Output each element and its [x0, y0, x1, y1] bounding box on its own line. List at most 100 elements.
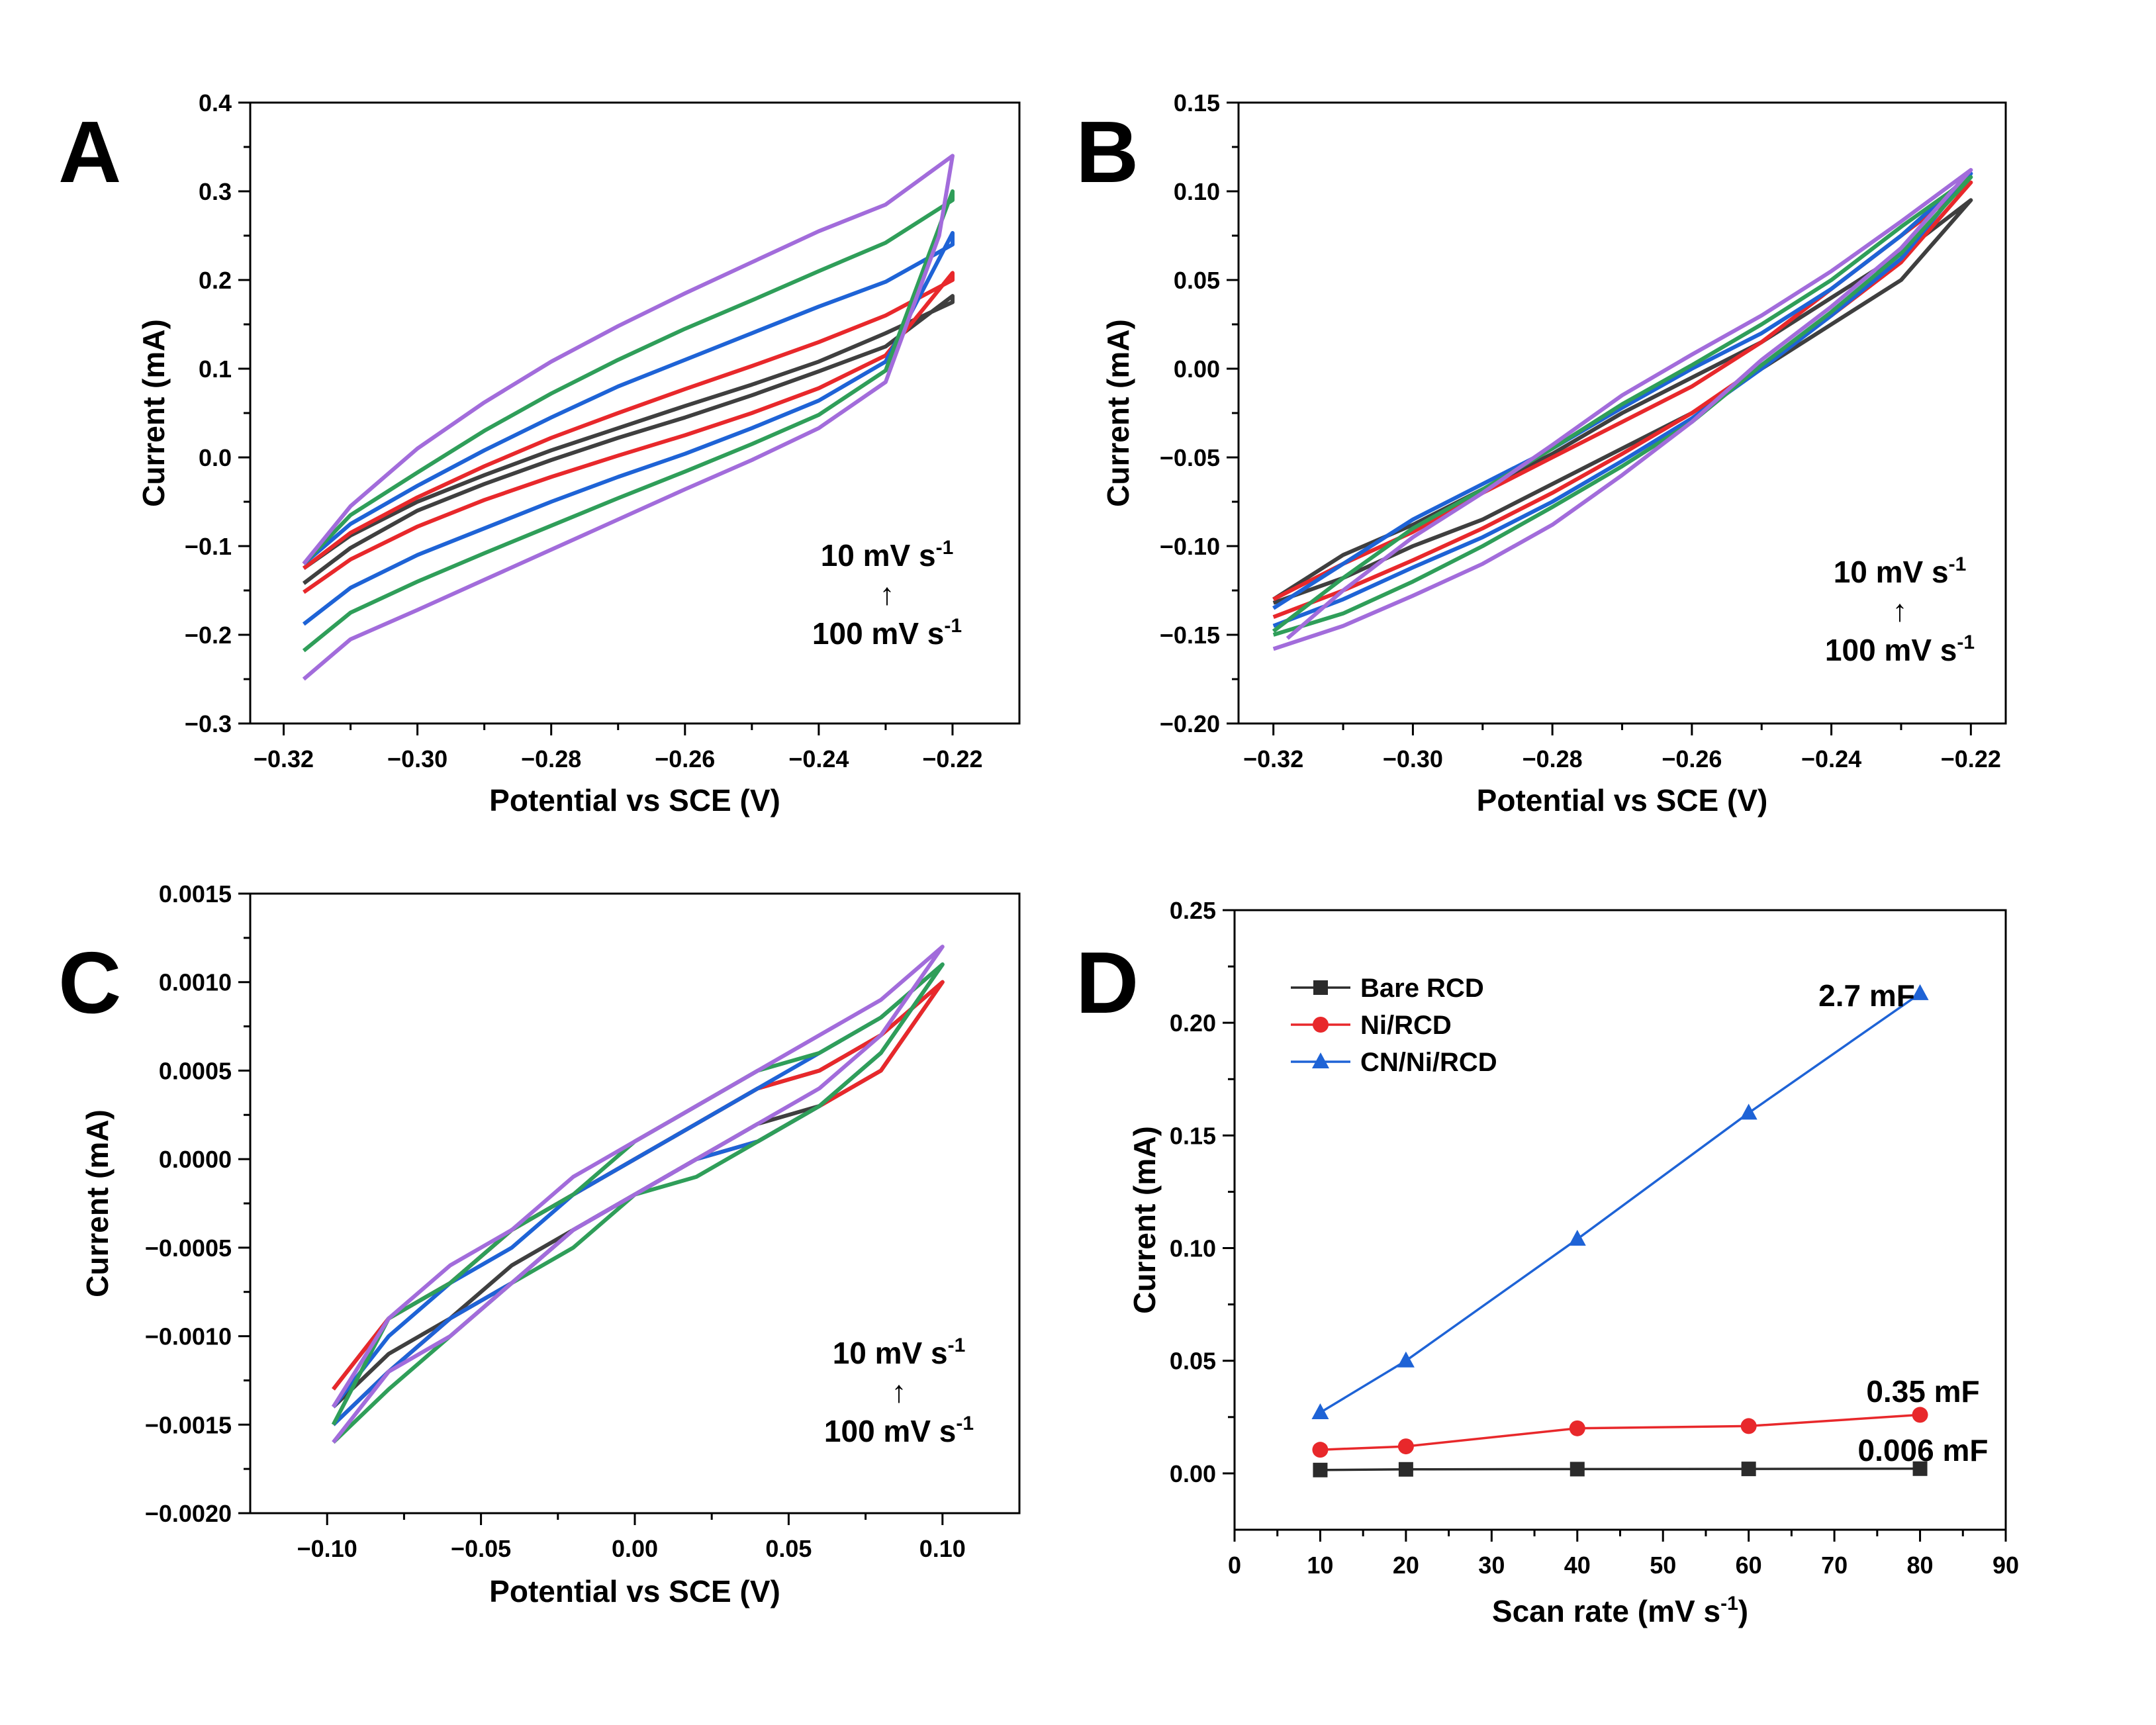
y-tick-label: −0.0020 — [145, 1500, 232, 1527]
y-tick-label: −0.20 — [1160, 710, 1220, 737]
legend-marker-circle — [1313, 1017, 1329, 1033]
legend-marker-triangle — [1312, 1052, 1329, 1068]
legend: Bare RCD Ni/RCD CN/Ni/RCD — [1291, 974, 1497, 1077]
x-tick-label: −0.32 — [1243, 745, 1303, 772]
x-axis-label: Potential vs SCE (V) — [489, 783, 780, 817]
x-tick-label: −0.24 — [788, 745, 849, 772]
annotation-top: 10 mV s-1 — [1834, 553, 1967, 589]
series-line — [302, 189, 955, 653]
x-tick-label: 0.00 — [612, 1535, 658, 1562]
data-point-triangle — [1397, 1351, 1415, 1368]
y-tick-label: 0.1 — [199, 355, 232, 383]
legend-label: Ni/RCD — [1360, 1011, 1452, 1040]
plot-area — [1272, 167, 1973, 651]
y-tick-label: 0.3 — [199, 178, 232, 205]
data-point-triangle — [1311, 1403, 1329, 1420]
x-tick-label: 10 — [1307, 1552, 1333, 1579]
x-tick-label: 40 — [1564, 1552, 1591, 1579]
x-tick-label: 0.10 — [919, 1535, 966, 1562]
x-axis-label: Potential vs SCE (V) — [1477, 783, 1768, 817]
annotation-bottom-main: 100 mV s — [812, 616, 944, 651]
y-tick-label: 0.2 — [199, 267, 232, 294]
y-axis-label: Current (mA) — [136, 319, 171, 507]
series-line — [302, 294, 955, 585]
data-point-square — [1912, 1461, 1928, 1476]
x-tick-label: −0.10 — [297, 1535, 357, 1562]
x-tick-label: 60 — [1736, 1552, 1762, 1579]
y-tick-label: 0.15 — [1170, 1122, 1216, 1149]
x-tick-label: 0 — [1228, 1552, 1241, 1579]
series-line — [302, 154, 955, 681]
capacitance-label: 0.35 mF — [1866, 1374, 1979, 1409]
data-point-circle — [1569, 1420, 1585, 1436]
x-tick-label: 90 — [1992, 1552, 2019, 1579]
legend-marker-square — [1313, 980, 1328, 995]
data-point-circle — [1740, 1418, 1757, 1434]
y-tick-label: 0.05 — [1174, 267, 1220, 294]
data-point-square — [1398, 1462, 1413, 1477]
plot-area — [331, 945, 945, 1444]
annotation-arrow: ↑ — [1893, 593, 1908, 628]
x-tick-label: −0.26 — [655, 745, 715, 772]
y-axis-label: Current (mA) — [1101, 319, 1135, 507]
annotation-bottom-sup: -1 — [1957, 631, 1975, 653]
panel-letter: D — [1076, 934, 1139, 1031]
y-axis-label: Current (mA) — [80, 1109, 115, 1297]
x-tick-label: 50 — [1650, 1552, 1676, 1579]
capacitance-label: 0.006 mF — [1858, 1433, 1989, 1468]
series-line — [302, 231, 955, 626]
panel-letter: B — [1076, 103, 1139, 201]
y-tick-label: −0.2 — [185, 622, 232, 649]
annotation-top-main: 10 mV s — [1834, 555, 1949, 589]
x-tick-label: −0.30 — [387, 745, 447, 772]
data-point-square — [1570, 1462, 1585, 1477]
annotation-bottom-main: 100 mV s — [824, 1414, 956, 1448]
y-tick-label: 0.20 — [1170, 1009, 1216, 1037]
data-point-square — [1313, 1462, 1328, 1477]
y-tick-label: −0.05 — [1160, 444, 1220, 471]
x-axis-label-sup: -1 — [1720, 1593, 1738, 1614]
x-axis-label-end: ) — [1738, 1594, 1748, 1628]
annotation-top-sup: -1 — [1949, 553, 1967, 575]
annotation-bottom: 100 mV s-1 — [824, 1413, 974, 1448]
annotation-top-sup: -1 — [948, 1334, 966, 1356]
y-tick-label: −0.0015 — [145, 1411, 232, 1438]
data-point-triangle — [1568, 1229, 1586, 1246]
y-tick-label: 0.0005 — [159, 1057, 232, 1084]
y-tick-label: 0.0015 — [159, 880, 232, 908]
y-tick-label: 0.00 — [1170, 1460, 1216, 1487]
y-tick-label: 0.15 — [1174, 89, 1220, 117]
annotation-top-sup: -1 — [936, 537, 954, 559]
y-axis-label: Current (mA) — [1127, 1126, 1162, 1314]
panel-letter: C — [58, 934, 121, 1031]
series-line — [302, 271, 955, 594]
x-tick-label: −0.22 — [1941, 745, 2001, 772]
x-tick-label: −0.32 — [254, 745, 314, 772]
panel-a: A −0.32 −0.30 −0.28 −0.26 −0.24 −0.22 −0.3 −0.2 −… — [58, 89, 1021, 817]
annotation-bottom: 100 mV s-1 — [1825, 631, 1975, 667]
y-tick-label: 0.4 — [199, 89, 232, 117]
y-tick-label: 0.10 — [1170, 1235, 1216, 1262]
x-tick-label: 80 — [1907, 1552, 1934, 1579]
annotation-top: 10 mV s-1 — [833, 1334, 966, 1370]
data-point-circle — [1912, 1407, 1928, 1423]
data-point-triangle — [1911, 984, 1929, 1000]
y-tick-label: −0.0005 — [145, 1235, 232, 1262]
y-tick-label: 0.0010 — [159, 969, 232, 996]
panel-d: D 0 10 20 30 40 50 60 70 80 90 0.00 0.05 0.10 0.15 0.20… — [1076, 897, 2019, 1628]
data-point-circle — [1397, 1438, 1414, 1455]
panel-letter: A — [58, 103, 121, 201]
y-tick-label: −0.10 — [1160, 533, 1220, 560]
x-tick-label: −0.05 — [451, 1535, 511, 1562]
y-tick-label: −0.0010 — [145, 1323, 232, 1350]
data-point-square — [1741, 1462, 1756, 1477]
annotation-bottom-main: 100 mV s — [1825, 633, 1957, 667]
data-point-triangle — [1740, 1103, 1758, 1120]
series-line — [331, 945, 945, 1444]
y-tick-label: −0.3 — [185, 710, 232, 737]
x-axis-label-main: Scan rate (mV s — [1492, 1594, 1720, 1628]
series-line — [1272, 180, 1973, 620]
annotation-top-main: 10 mV s — [821, 538, 936, 573]
plot-area — [302, 154, 955, 681]
